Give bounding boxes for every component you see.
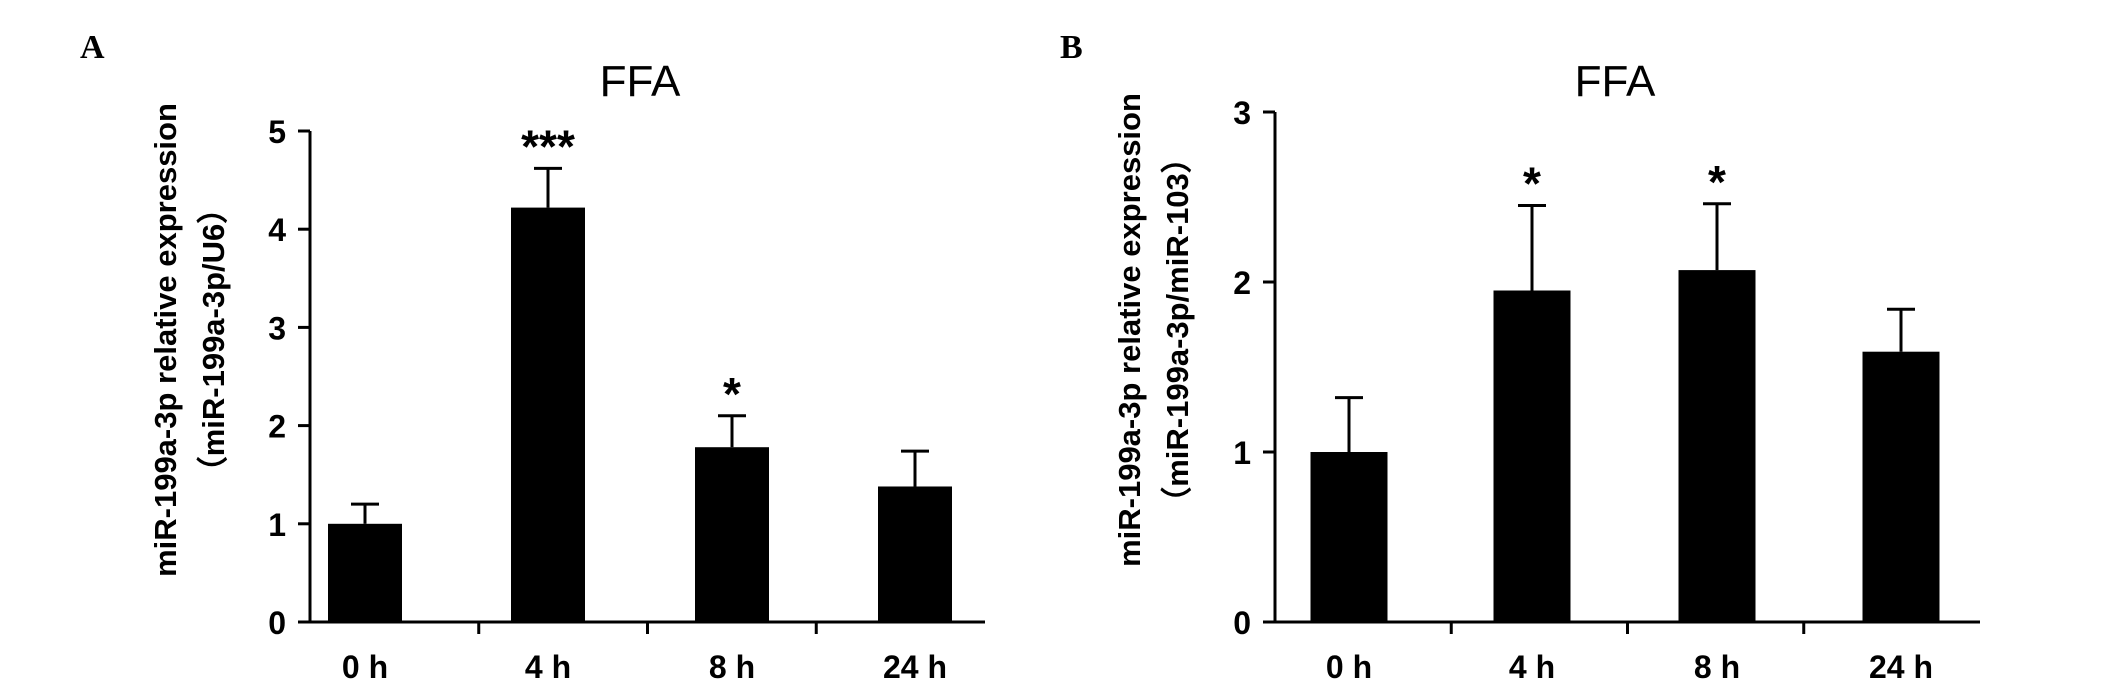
panel-b-title: FFA xyxy=(1575,57,1656,106)
x-tick-label: 4 h xyxy=(1509,649,1555,685)
significance-marker: *** xyxy=(521,120,575,172)
y-tick-label: 2 xyxy=(1233,265,1251,301)
panel-a-letter: A xyxy=(80,29,105,66)
bar xyxy=(1862,351,1940,622)
bar xyxy=(328,523,402,622)
bar xyxy=(1493,290,1571,622)
significance-marker: * xyxy=(723,368,741,420)
panel-b-letter: B xyxy=(1060,29,1083,66)
y-tick-label: 0 xyxy=(268,605,286,641)
bar xyxy=(878,486,952,622)
y-tick-label: 0 xyxy=(1233,605,1251,641)
x-tick-label: 8 h xyxy=(1694,649,1740,685)
y-tick-label: 3 xyxy=(1233,95,1251,131)
x-tick-label: 0 h xyxy=(342,649,388,685)
y-tick-label: 1 xyxy=(1233,435,1251,471)
y-tick-label: 5 xyxy=(268,114,286,150)
panel-b-plot: 0 1 2 3 0 h 4 h * 8 h * 24 h xyxy=(1233,95,1980,685)
bar xyxy=(1310,452,1388,622)
significance-marker: * xyxy=(1708,156,1726,208)
panel-a-ylabel-line1: miR-199a-3p relative expression xyxy=(148,103,183,577)
panel-b-ylabel-line1: miR-199a-3p relative expression xyxy=(1112,93,1147,567)
bar xyxy=(511,207,585,622)
x-tick-label: 24 h xyxy=(883,649,947,685)
panel-a: A FFA miR-199a-3p relative expression （m… xyxy=(80,29,985,685)
panel-a-title: FFA xyxy=(600,57,681,106)
panel-b: B FFA miR-199a-3p relative expression （m… xyxy=(1060,29,1980,685)
x-tick-label: 0 h xyxy=(1326,649,1372,685)
panel-a-ylabel-line2: （miR-199a-3p/U6） xyxy=(196,193,231,488)
panel-b-ylabel-line2: （miR-199a-3p/miR-103） xyxy=(1160,142,1195,518)
y-tick-label: 3 xyxy=(268,310,286,346)
bar xyxy=(695,447,769,622)
y-tick-label: 2 xyxy=(268,409,286,445)
x-tick-label: 4 h xyxy=(525,649,571,685)
panel-a-plot: 0 1 2 3 4 5 0 h 4 h *** 8 h * 24 h xyxy=(268,114,985,685)
y-tick-label: 4 xyxy=(268,212,286,248)
bar xyxy=(1678,270,1756,622)
significance-marker: * xyxy=(1523,158,1541,210)
x-tick-label: 24 h xyxy=(1869,649,1933,685)
y-tick-label: 1 xyxy=(268,507,286,543)
x-tick-label: 8 h xyxy=(709,649,755,685)
